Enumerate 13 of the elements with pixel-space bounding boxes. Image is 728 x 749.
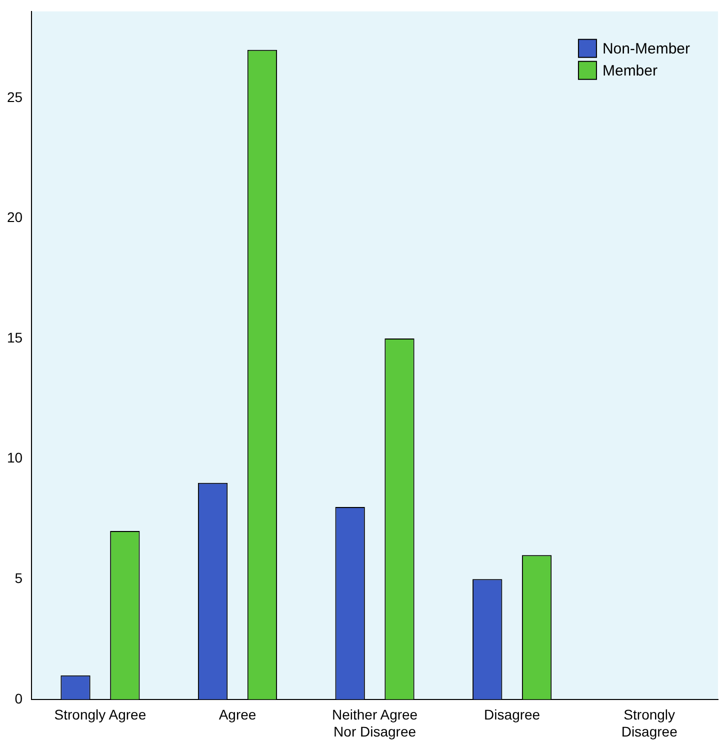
x-tick-label: Neither Agree Nor Disagree (332, 706, 418, 740)
legend-label: Non-Member (602, 40, 690, 58)
y-tick-label: 20 (6, 209, 23, 226)
y-tick-label: 0 (14, 690, 23, 706)
x-tick-label: Agree (218, 706, 256, 723)
x-tick-label: Strongly Disagree (621, 706, 678, 740)
y-tick-label: 15 (6, 329, 23, 346)
y-tick-label: 5 (14, 570, 23, 586)
x-tick-label: Strongly Agree (54, 706, 146, 723)
x-tick-label: Disagree (484, 706, 540, 723)
legend-label: Member (602, 62, 658, 80)
y-tick-label: 10 (6, 450, 23, 466)
y-tick-label: 25 (6, 88, 23, 105)
